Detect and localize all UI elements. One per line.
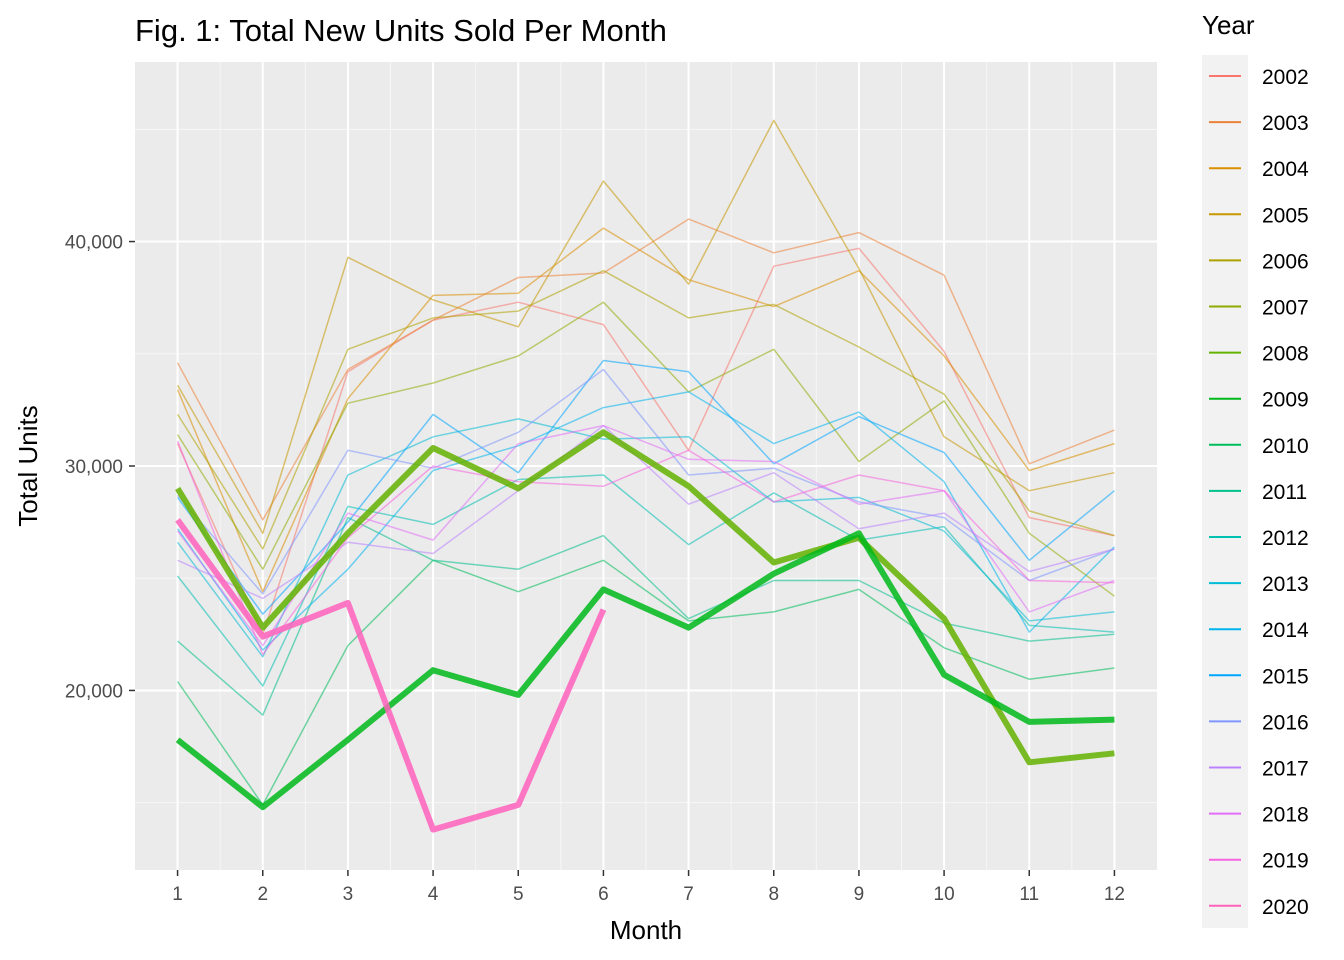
legend-label-2013: 2013 [1262,573,1309,596]
series-line-2008 [175,429,1115,766]
y-axis-title: Total Units [13,405,43,526]
x-tick-label: 4 [428,884,439,905]
series-line-2003 [176,218,1115,521]
y-tick-label: 20,000 [65,681,123,702]
legend-label-2010: 2010 [1262,435,1309,458]
legend-label-2003: 2003 [1262,112,1309,135]
y-tick-label: 30,000 [65,457,123,478]
series-line-2005 [176,119,1115,535]
series-line-2007 [176,301,1115,597]
series-line-2002 [176,247,1115,636]
x-tick-label: 2 [257,884,268,905]
x-tick-label: 12 [1104,884,1125,905]
series-line-2019 [176,441,1115,656]
legend-label-2015: 2015 [1262,665,1309,688]
legend-label-2012: 2012 [1262,527,1309,550]
legend-label-2019: 2019 [1262,850,1309,873]
chart-title: Fig. 1: Total New Units Sold Per Month [135,13,667,48]
legend-label-2017: 2017 [1262,758,1309,781]
series-lines [175,119,1115,833]
legend-label-2008: 2008 [1262,343,1309,366]
legend-label-2020: 2020 [1262,896,1309,919]
series-line-2020 [175,518,607,833]
x-tick-label: 3 [343,884,354,905]
x-tick-label: 7 [683,884,694,905]
major-gridlines [135,62,1157,870]
x-tick-label: 11 [1019,884,1039,905]
series-line-2006 [176,269,1115,550]
series-line-2016 [177,368,1115,595]
series-line-2010 [176,559,1115,806]
legend-title: Year [1202,10,1255,40]
x-axis-ticks: 1 2 3 4 5 6 7 8 9 10 11 12 [172,870,1125,905]
legend-label-2014: 2014 [1262,619,1309,642]
series-line-2013 [176,418,1115,658]
y-tick-label: 40,000 [65,233,123,254]
y-axis-ticks: 20,000 30,000 40,000 [65,233,135,702]
series-line-2009 [175,530,1115,811]
x-tick-label: 1 [172,884,183,905]
series-line-2015 [176,359,1115,615]
legend-label-2016: 2016 [1262,711,1309,734]
legend-label-2006: 2006 [1262,250,1309,273]
legend-label-2002: 2002 [1262,66,1309,89]
x-axis-title: Month [610,915,682,945]
legend-label-2005: 2005 [1262,204,1309,227]
legend-label-2018: 2018 [1262,804,1309,827]
x-tick-label: 5 [513,884,524,905]
legend-label-2004: 2004 [1262,158,1309,181]
legend-label-2007: 2007 [1262,297,1309,320]
x-tick-label: 6 [598,884,609,905]
legend: 2002 2003 2004 2005 2006 2007 2008 2009 2010 2011… [1209,66,1309,919]
x-tick-label: 10 [934,884,955,905]
x-tick-label: 8 [768,884,779,905]
legend-label-2011: 2011 [1262,481,1307,504]
legend-label-2009: 2009 [1262,389,1309,412]
series-line-2014 [176,391,1115,651]
x-tick-label: 9 [854,884,865,905]
series-line-2018 [176,424,1115,647]
